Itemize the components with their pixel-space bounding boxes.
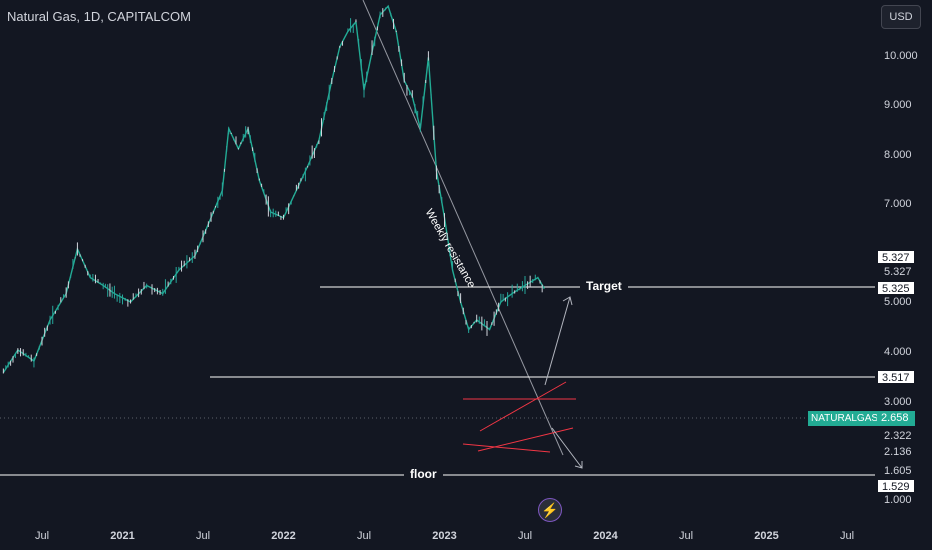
symbol-label: NATURALGAS (808, 411, 882, 426)
weekly-resistance-line[interactable] (362, 0, 564, 456)
x-tick: Jul (517, 530, 533, 542)
y-tick: 10.000 (884, 50, 918, 62)
target-annotation: Target (580, 279, 628, 293)
x-tick: Jul (195, 530, 211, 542)
x-tick: Jul (839, 530, 855, 542)
currency-button[interactable]: USD (881, 5, 921, 29)
resistance-level-box: 3.517 (877, 370, 915, 384)
channel-lower-line[interactable] (477, 427, 574, 452)
x-tick: Jul (356, 530, 372, 542)
y-tick: 4.000 (884, 346, 912, 358)
price-series (2, 4, 545, 374)
x-tick: 2023 (432, 530, 457, 542)
x-tick: 2022 (271, 530, 296, 542)
y-tick: 5.000 (884, 296, 912, 308)
price-line (2, 4, 545, 374)
y-tick: 1.605 (884, 465, 912, 477)
up-arrow-icon (544, 296, 573, 386)
y-tick: 2.136 (884, 446, 912, 458)
lightning-icon[interactable]: ⚡ (538, 498, 562, 522)
floor-annotation: floor (404, 467, 443, 481)
y-tick: 9.000 (884, 99, 912, 111)
y-tick: 7.000 (884, 198, 912, 210)
last-price-label: 2.658 (877, 411, 915, 426)
channel-upper-line[interactable] (479, 381, 567, 432)
y-tick: 1.000 (884, 494, 912, 506)
x-tick: Jul (34, 530, 50, 542)
y-tick: 2.322 (884, 430, 912, 442)
x-tick: Jul (678, 530, 694, 542)
x-tick: 2024 (593, 530, 618, 542)
y-tick: 5.327 (884, 266, 912, 278)
down-arrow-icon (551, 427, 583, 469)
price-label-box: 5.327 (877, 250, 915, 264)
wedge-bottom-line[interactable] (462, 443, 551, 453)
x-tick: 2021 (110, 530, 135, 542)
y-tick: 3.000 (884, 396, 912, 408)
x-tick: 2025 (754, 530, 779, 542)
chart-title: Natural Gas, 1D, CAPITALCOM (7, 9, 191, 24)
floor-level-box: 1.529 (877, 479, 915, 493)
y-tick: 8.000 (884, 149, 912, 161)
target-level-box: 5.325 (877, 281, 915, 295)
